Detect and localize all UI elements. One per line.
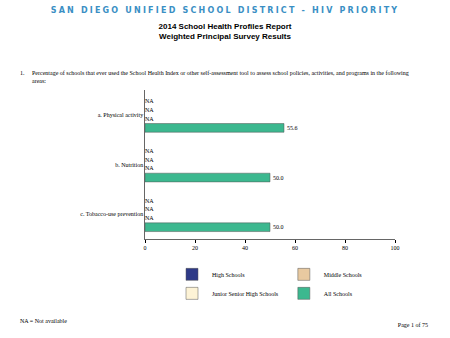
svg-text:NA: NA (145, 107, 154, 113)
svg-text:NA: NA (145, 198, 154, 204)
svg-text:NA: NA (145, 157, 154, 163)
svg-text:40: 40 (242, 245, 248, 251)
svg-text:80: 80 (342, 245, 348, 251)
svg-text:55.6: 55.6 (287, 125, 298, 131)
svg-text:NA: NA (145, 148, 154, 154)
html-text:Percentage of schools that eve: Percentage of schools that ever used the… (32, 70, 409, 84)
svg-text:b. Nutrition: b. Nutrition (115, 162, 143, 168)
svg-text:NA: NA (145, 116, 154, 122)
svg-text:All Schools: All Schools (324, 291, 353, 297)
svg-text:High Schools: High Schools (212, 272, 245, 278)
svg-text:NA: NA (145, 165, 154, 171)
svg-text:50.0: 50.0 (273, 224, 284, 230)
svg-text:Junior Senior High Schools: Junior Senior High Schools (212, 291, 279, 297)
html-text:Page 1 of 75: Page 1 of 75 (397, 322, 428, 328)
svg-text:NA: NA (145, 215, 154, 221)
svg-text:20: 20 (192, 245, 198, 251)
svg-text:100: 100 (391, 245, 400, 251)
html-text:2014 School Health Profiles Re: 2014 School Health Profiles Report (158, 22, 292, 31)
svg-text:60: 60 (292, 245, 298, 251)
svg-text:50.0: 50.0 (273, 175, 284, 181)
svg-text:c. Tobacco-use prevention: c. Tobacco-use prevention (80, 211, 143, 217)
svg-text:0: 0 (144, 245, 147, 251)
html-text:SAN DIEGO UNIFIED SCHOOL DISTR: SAN DIEGO UNIFIED SCHOOL DISTRICT - HIV … (50, 6, 400, 15)
html-text:Weighted Principal Survey Resu: Weighted Principal Survey Results (159, 32, 291, 41)
html-text:NA = Not available: NA = Not available (20, 318, 67, 324)
svg-text:a. Physical activity: a. Physical activity (98, 112, 144, 118)
svg-text:NA: NA (145, 98, 154, 104)
html-text:1.: 1. (20, 70, 25, 76)
svg-text:NA: NA (145, 206, 154, 212)
svg-text:Middle Schools: Middle Schools (324, 272, 362, 278)
